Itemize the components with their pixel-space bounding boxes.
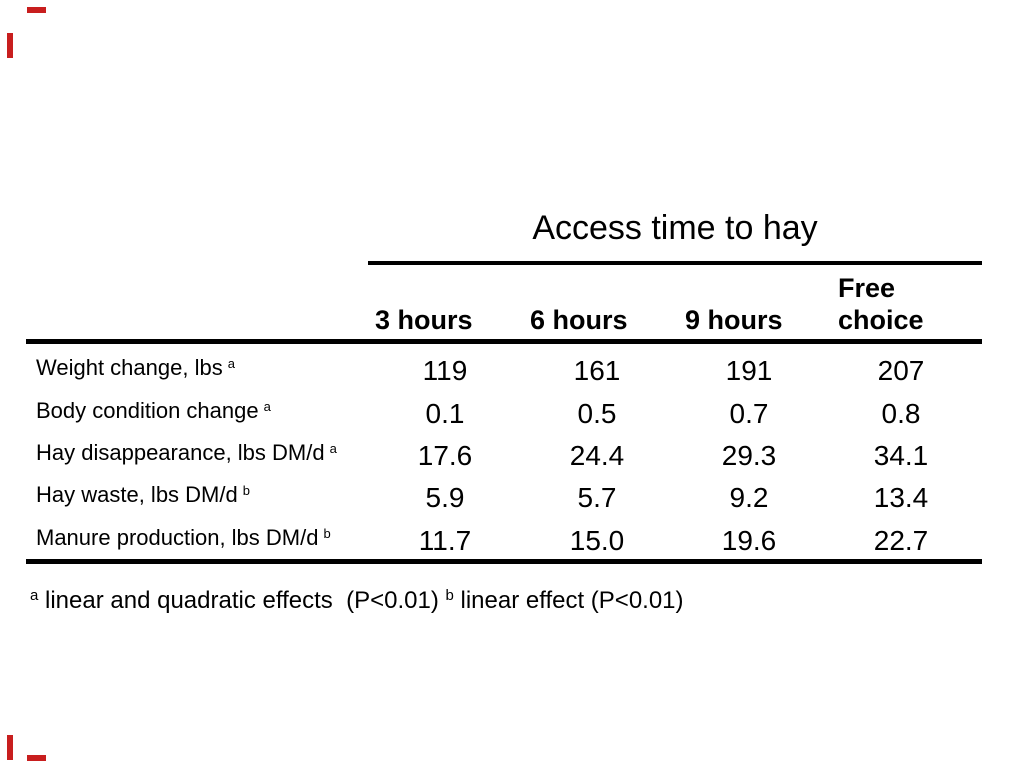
footnote-marker: b xyxy=(323,525,331,541)
footnote-marker: b xyxy=(242,483,250,499)
cell-value: 119 xyxy=(422,355,468,387)
table-row: Hay waste, lbs DM/d b 5.9 5.7 9.2 13.4 xyxy=(0,474,977,516)
table-title: Access time to hay xyxy=(532,209,818,247)
row-label: Body condition change a xyxy=(36,397,271,423)
cell-value: 13.4 xyxy=(873,482,929,514)
cell-value: 0.1 xyxy=(425,397,465,429)
table-row: Manure production, lbs DM/d b 11.7 15.0 1… xyxy=(0,517,977,559)
rule-table-bottom xyxy=(26,559,982,564)
table-row: Hay disappearance, lbs DM/d a 17.6 24.4 2… xyxy=(0,432,977,474)
rule-under-title xyxy=(368,261,982,265)
footnote-marker: a xyxy=(329,440,337,456)
table-footnote: a linear and quadratic effects (P<0.01) … xyxy=(30,586,684,616)
cell-value: 9.2 xyxy=(729,482,769,514)
footnote-marker: a xyxy=(263,398,271,414)
row-label: Manure production, lbs DM/d b xyxy=(36,524,331,550)
cell-value: 17.6 xyxy=(417,439,473,471)
row-label: Hay disappearance, lbs DM/d a xyxy=(36,439,337,465)
cell-value: 0.5 xyxy=(577,397,617,429)
cell-value: 11.7 xyxy=(418,524,472,556)
table-body: Weight change, lbs a 119 161 191 207 Body… xyxy=(0,347,977,559)
row-label: Hay waste, lbs DM/d b xyxy=(36,482,250,508)
cell-value: 0.7 xyxy=(729,397,769,429)
column-header-free-choice: Free choice xyxy=(838,272,924,336)
crop-mark-top-vertical xyxy=(7,33,13,58)
cell-value: 29.3 xyxy=(721,439,777,471)
cell-value: 22.7 xyxy=(873,524,929,556)
column-header-3-hours: 3 hours xyxy=(375,305,473,335)
cell-value: 15.0 xyxy=(569,524,625,556)
cell-value: 207 xyxy=(877,355,925,387)
cell-value: 34.1 xyxy=(873,439,929,471)
crop-mark-top-horizontal xyxy=(27,7,46,13)
rule-under-headers xyxy=(26,339,982,344)
cell-value: 19.6 xyxy=(721,524,777,556)
cell-value: 191 xyxy=(725,355,773,387)
cell-value: 161 xyxy=(573,355,621,387)
cell-value: 5.7 xyxy=(577,482,617,514)
cell-value: 0.8 xyxy=(881,397,921,429)
footnote-marker-a: a xyxy=(30,587,39,604)
cell-value: 5.9 xyxy=(425,482,465,514)
footnote-text-a: linear and quadratic effects (P<0.01) xyxy=(38,587,446,614)
cell-value: 24.4 xyxy=(569,439,625,471)
crop-mark-bottom-vertical xyxy=(7,735,13,760)
column-header-9-hours: 9 hours xyxy=(685,305,783,335)
table-row: Weight change, lbs a 119 161 191 207 xyxy=(0,347,977,389)
crop-mark-bottom-horizontal xyxy=(27,755,46,761)
free-choice-line2: choice xyxy=(838,305,924,335)
row-label: Weight change, lbs a xyxy=(36,355,235,381)
footnote-text-b: linear effect (P<0.01) xyxy=(453,587,684,614)
column-header-6-hours: 6 hours xyxy=(530,305,628,335)
free-choice-line1: Free xyxy=(838,273,896,303)
footnote-marker-b: b xyxy=(445,587,454,604)
table-row: Body condition change a 0.1 0.5 0.7 0.8 xyxy=(0,389,977,431)
footnote-marker: a xyxy=(227,356,235,372)
